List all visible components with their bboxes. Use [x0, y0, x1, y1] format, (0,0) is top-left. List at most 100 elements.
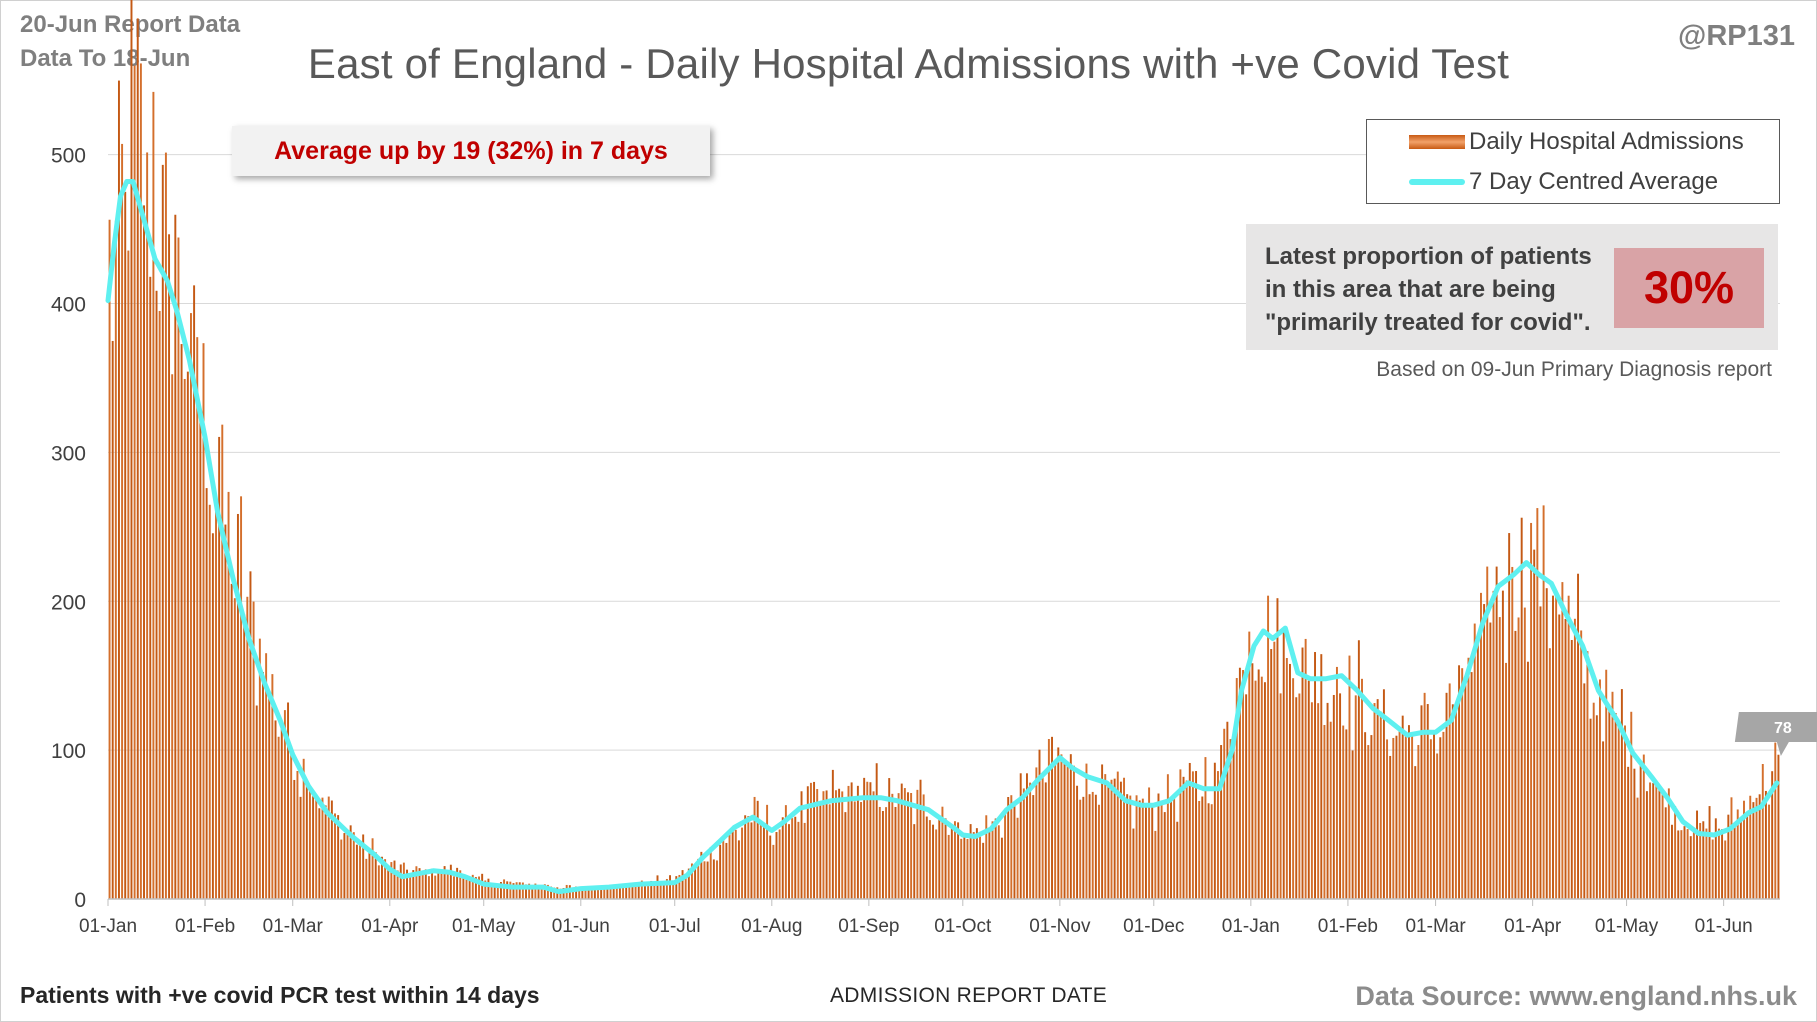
- bar: [825, 790, 828, 899]
- bar: [1154, 830, 1157, 899]
- bar: [1000, 837, 1003, 899]
- bar: [521, 882, 524, 899]
- bar: [1232, 733, 1235, 899]
- bar: [1667, 788, 1670, 899]
- bar: [753, 796, 756, 899]
- bar: [1022, 788, 1025, 899]
- bar: [562, 887, 565, 899]
- bar: [1517, 617, 1520, 899]
- bar: [377, 865, 380, 899]
- bar: [1173, 794, 1176, 899]
- bar: [916, 789, 919, 899]
- x-tick-label: 01-Jun: [1695, 916, 1753, 937]
- bar: [644, 884, 646, 899]
- bar: [374, 852, 377, 899]
- bar: [756, 800, 759, 899]
- bar: [600, 889, 603, 899]
- x-tick-label: 01-Apr: [361, 916, 419, 937]
- bar: [1188, 762, 1191, 899]
- bar: [1282, 627, 1285, 899]
- bar: [371, 838, 374, 899]
- bar: [932, 824, 935, 899]
- bar: [108, 219, 111, 900]
- bar: [650, 880, 653, 899]
- bar: [305, 784, 308, 899]
- bar: [731, 831, 734, 899]
- bar: [578, 886, 581, 899]
- bar: [186, 371, 189, 899]
- bar: [499, 882, 502, 899]
- bar: [277, 736, 280, 899]
- bar: [324, 805, 327, 899]
- bar: [690, 863, 693, 899]
- bar: [459, 870, 462, 899]
- bar: [427, 876, 430, 899]
- average-line: [105, 179, 1780, 895]
- data-source-link[interactable]: Data Source: www.england.nhs.uk: [1355, 981, 1797, 1011]
- bar: [847, 785, 850, 899]
- bar: [471, 874, 474, 899]
- bar: [872, 791, 875, 899]
- bar: [1658, 788, 1661, 899]
- bar: [1373, 703, 1376, 899]
- bar: [1436, 753, 1439, 899]
- bar: [1736, 809, 1739, 899]
- bar: [1051, 736, 1053, 899]
- bar: [684, 873, 687, 899]
- x-tick-label: 01-May: [1595, 916, 1659, 937]
- bar: [121, 143, 124, 900]
- bar: [1238, 667, 1241, 899]
- bar: [672, 882, 675, 899]
- bar: [1401, 715, 1404, 899]
- bar: [1389, 755, 1392, 899]
- bar: [750, 822, 753, 899]
- bar: [1110, 779, 1113, 899]
- bar: [622, 884, 625, 899]
- bar: [587, 888, 590, 899]
- bar: [1602, 741, 1605, 899]
- bar: [822, 791, 825, 899]
- bar: [1467, 657, 1470, 899]
- bar: [1480, 592, 1482, 899]
- bar: [368, 849, 371, 899]
- x-tick-label: 01-Sep: [838, 916, 899, 937]
- bar: [387, 868, 390, 899]
- bar: [318, 808, 321, 899]
- x-tick-label: 01-Mar: [1405, 916, 1466, 937]
- bar: [512, 883, 515, 899]
- bar: [1458, 665, 1461, 899]
- bar: [183, 378, 186, 900]
- bar: [853, 801, 856, 899]
- bar: [941, 806, 944, 899]
- bar: [1514, 630, 1517, 899]
- bar: [784, 805, 787, 899]
- axes: 0 100 200 300 400 500 01-Jan 01-Feb 01-Mar 01-Apr…: [51, 145, 1780, 937]
- legend-label-average: 7 Day Centred Average: [1469, 168, 1719, 195]
- bar: [572, 887, 574, 899]
- bar: [1526, 661, 1529, 899]
- bar: [287, 702, 290, 899]
- bar: [1357, 640, 1360, 899]
- bar: [944, 818, 947, 899]
- bar: [327, 796, 330, 899]
- bar: [640, 880, 643, 899]
- bar: [881, 811, 884, 899]
- y-tick-label: 100: [51, 740, 86, 763]
- bar: [1091, 791, 1094, 899]
- bar: [590, 888, 593, 899]
- bar: [1098, 804, 1100, 899]
- bar: [434, 875, 437, 899]
- bar: [1777, 754, 1780, 899]
- bar: [762, 825, 765, 899]
- bar: [1314, 652, 1316, 899]
- bar: [1229, 739, 1232, 899]
- bar: [468, 877, 471, 899]
- bar: [1586, 651, 1589, 899]
- bar: [1113, 778, 1116, 899]
- bar: [421, 871, 424, 899]
- bar: [1245, 694, 1248, 899]
- bar: [1624, 725, 1626, 899]
- x-tick-label: 01-May: [452, 916, 516, 937]
- bar: [1548, 648, 1551, 899]
- bar: [359, 842, 362, 899]
